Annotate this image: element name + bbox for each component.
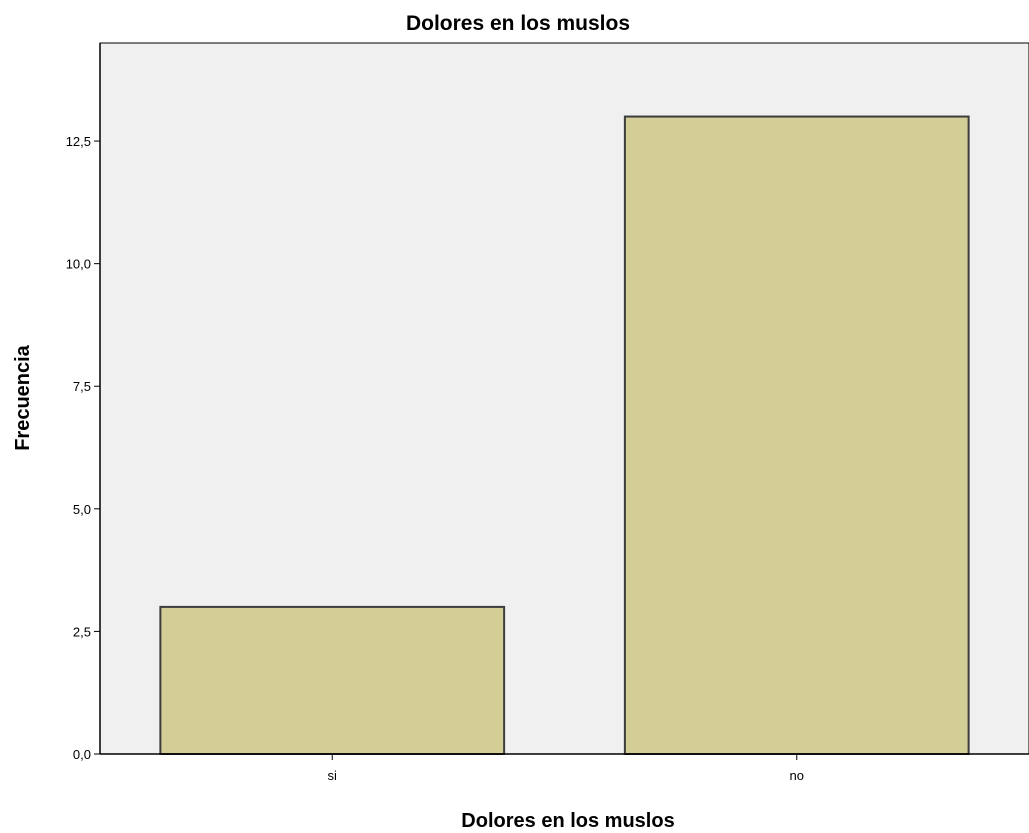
x-axis-title: Dolores en los muslos [461,810,674,832]
x-tick-label-si: si [328,768,338,783]
y-tick-label: 7,5 [73,379,91,394]
bar-si [159,605,506,755]
bar-no [623,115,970,756]
chart-title: Dolores en los muslos [406,12,630,35]
y-tick-label: 10,0 [66,257,91,272]
x-tick-label-no: no [790,768,804,783]
y-tick-label: 0,0 [73,747,91,762]
y-axis-title: Frecuencia [12,344,34,450]
y-tick-label: 2,5 [73,624,91,639]
y-tick-label: 12,5 [66,134,91,149]
y-tick-label: 5,0 [73,502,91,517]
axes-layer: si no 0,0 2,5 5,0 7,5 10,0 12,5 [66,43,1029,783]
